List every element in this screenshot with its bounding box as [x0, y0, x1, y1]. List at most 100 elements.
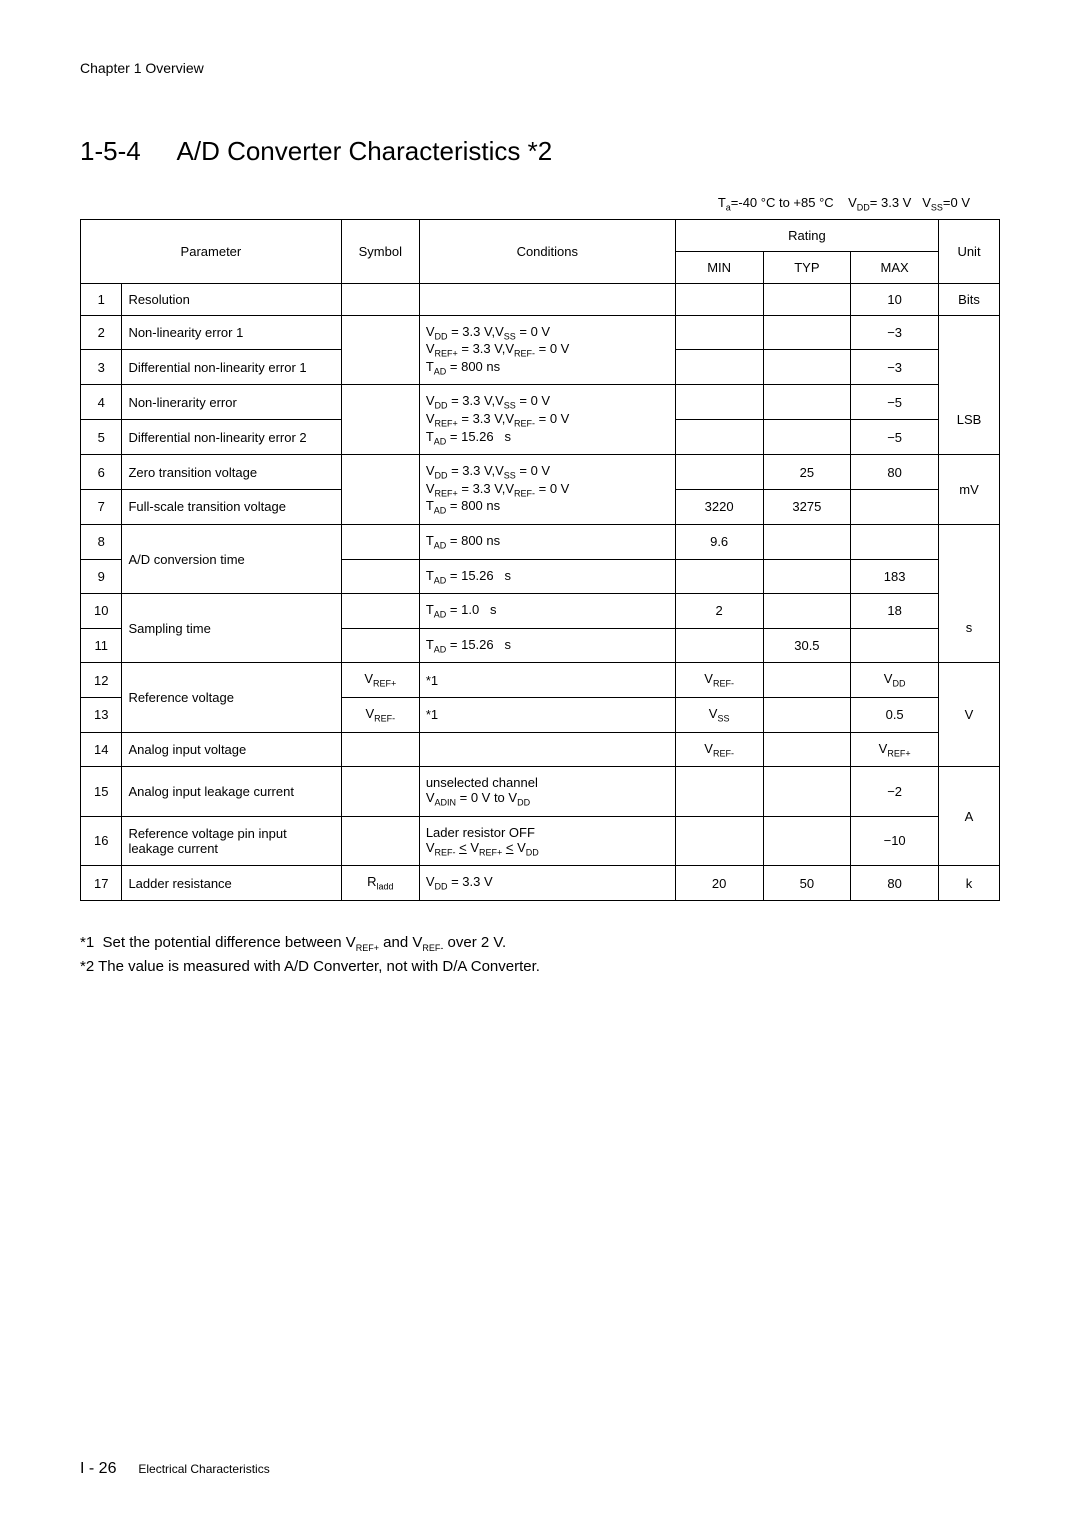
row-num: 3 — [81, 350, 122, 385]
row-unit: s — [939, 594, 1000, 663]
row-num: 10 — [81, 594, 122, 629]
row-param: Full-scale transition voltage — [122, 490, 341, 525]
row-num: 6 — [81, 455, 122, 490]
row-unit: A — [939, 767, 1000, 866]
characteristics-table: Parameter Symbol Conditions Rating Unit … — [80, 219, 1000, 901]
row-param: Reference voltage — [122, 663, 341, 732]
table-row: 15 Analog input leakage current unselect… — [81, 767, 1000, 817]
table-row: 8 A/D conversion time TAD = 800 ns 9.6 — [81, 524, 1000, 559]
section-title: 1-5-4 A/D Converter Characteristics *2 — [80, 136, 1000, 167]
row-min: 3220 — [675, 490, 763, 525]
row-num: 11 — [81, 628, 122, 663]
row-num: 15 — [81, 767, 122, 817]
row-sym: Rladd — [341, 866, 419, 901]
row-min: 20 — [675, 866, 763, 901]
row-unit: LSB — [939, 385, 1000, 455]
row-cond: *1 — [419, 697, 675, 732]
row-cond: Lader resistor OFFVREF- < VREF+ < VDD — [419, 816, 675, 866]
row-num: 13 — [81, 697, 122, 732]
row-min: 9.6 — [675, 524, 763, 559]
table-row: 1 Resolution 10 Bits — [81, 283, 1000, 315]
table-row: 16 Reference voltage pin input leakage c… — [81, 816, 1000, 866]
col-max: MAX — [851, 251, 939, 283]
table-row: 6 Zero transition voltage VDD = 3.3 V,VS… — [81, 455, 1000, 490]
row-max: 80 — [851, 866, 939, 901]
page-footer: I - 26 Electrical Characteristics — [80, 1460, 270, 1478]
section-title-text: A/D Converter Characteristics *2 — [177, 136, 553, 166]
row-min: VSS — [675, 697, 763, 732]
row-num: 14 — [81, 732, 122, 767]
row-max: 80 — [851, 455, 939, 490]
row-param: Differential non-linearity error 2 — [122, 420, 341, 455]
table-row: 10 Sampling time TAD = 1.0 s 2 18 s — [81, 594, 1000, 629]
row-max: VDD — [851, 663, 939, 698]
row-typ: 25 — [763, 455, 851, 490]
row-max: 10 — [851, 283, 939, 315]
row-max: −3 — [851, 315, 939, 350]
row-max: 0.5 — [851, 697, 939, 732]
row-num: 2 — [81, 315, 122, 350]
row-sym: VREF+ — [341, 663, 419, 698]
row-num: 17 — [81, 866, 122, 901]
row-min: 2 — [675, 594, 763, 629]
row-num: 8 — [81, 524, 122, 559]
col-min: MIN — [675, 251, 763, 283]
row-cond: unselected channelVADIN = 0 V to VDD — [419, 767, 675, 817]
row-param: Ladder resistance — [122, 866, 341, 901]
footer-label: Electrical Characteristics — [138, 1462, 269, 1476]
chapter-header: Chapter 1 Overview — [80, 60, 1000, 76]
row-max: 18 — [851, 594, 939, 629]
ambient-conditions: Ta=-40 °C to +85 °C VDD= 3.3 V VSS=0 V — [80, 195, 1000, 213]
row-typ: 50 — [763, 866, 851, 901]
row-param: Non-linerarity error — [122, 385, 341, 420]
row-param: A/D conversion time — [122, 524, 341, 593]
row-param: Reference voltage pin input leakage curr… — [122, 816, 341, 866]
row-unit: k — [939, 866, 1000, 901]
row-num: 9 — [81, 559, 122, 594]
row-param: Differential non-linearity error 1 — [122, 350, 341, 385]
footnotes: *1 Set the potential difference between … — [80, 931, 1000, 979]
row-min: VREF- — [675, 663, 763, 698]
row-sym: VREF- — [341, 697, 419, 732]
row-cond: VDD = 3.3 V,VSS = 0 V VREF+ = 3.3 V,VREF… — [419, 455, 675, 525]
row-cond: TAD = 15.26 s — [419, 559, 675, 594]
table-row: 4 Non-linerarity error VDD = 3.3 V,VSS =… — [81, 385, 1000, 420]
row-cond: TAD = 1.0 s — [419, 594, 675, 629]
row-param: Analog input leakage current — [122, 767, 341, 817]
row-typ: 3275 — [763, 490, 851, 525]
col-typ: TYP — [763, 251, 851, 283]
row-max: 183 — [851, 559, 939, 594]
row-unit: mV — [939, 455, 1000, 525]
row-param: Analog input voltage — [122, 732, 341, 767]
row-cond: VDD = 3.3 V,VSS = 0 V VREF+ = 3.3 V,VREF… — [419, 385, 675, 455]
row-unit: Bits — [939, 283, 1000, 315]
row-cond: VDD = 3.3 V,VSS = 0 V VREF+ = 3.3 V,VREF… — [419, 315, 675, 385]
table-row: 14 Analog input voltage VREF- VREF+ — [81, 732, 1000, 767]
col-symbol: Symbol — [341, 219, 419, 283]
table-header-row: Parameter Symbol Conditions Rating Unit — [81, 219, 1000, 251]
col-parameter: Parameter — [81, 219, 342, 283]
footnote-2: *2 The value is measured with A/D Conver… — [80, 955, 1000, 979]
row-max: −5 — [851, 420, 939, 455]
row-param: Sampling time — [122, 594, 341, 663]
row-cond: VDD = 3.3 V — [419, 866, 675, 901]
row-cond: TAD = 15.26 s — [419, 628, 675, 663]
page-number: I - 26 — [80, 1460, 116, 1477]
row-param: Resolution — [122, 283, 341, 315]
row-cond: *1 — [419, 663, 675, 698]
row-typ: 30.5 — [763, 628, 851, 663]
row-max: VREF+ — [851, 732, 939, 767]
row-num: 12 — [81, 663, 122, 698]
row-max: −10 — [851, 816, 939, 866]
row-max: −3 — [851, 350, 939, 385]
col-unit: Unit — [939, 219, 1000, 283]
row-num: 7 — [81, 490, 122, 525]
row-param: Zero transition voltage — [122, 455, 341, 490]
table-row: 12 Reference voltage VREF+ *1 VREF- VDD … — [81, 663, 1000, 698]
section-number: 1-5-4 — [80, 136, 141, 167]
row-min: VREF- — [675, 732, 763, 767]
row-cond: TAD = 800 ns — [419, 524, 675, 559]
row-max: −5 — [851, 385, 939, 420]
row-num: 4 — [81, 385, 122, 420]
row-max: −2 — [851, 767, 939, 817]
